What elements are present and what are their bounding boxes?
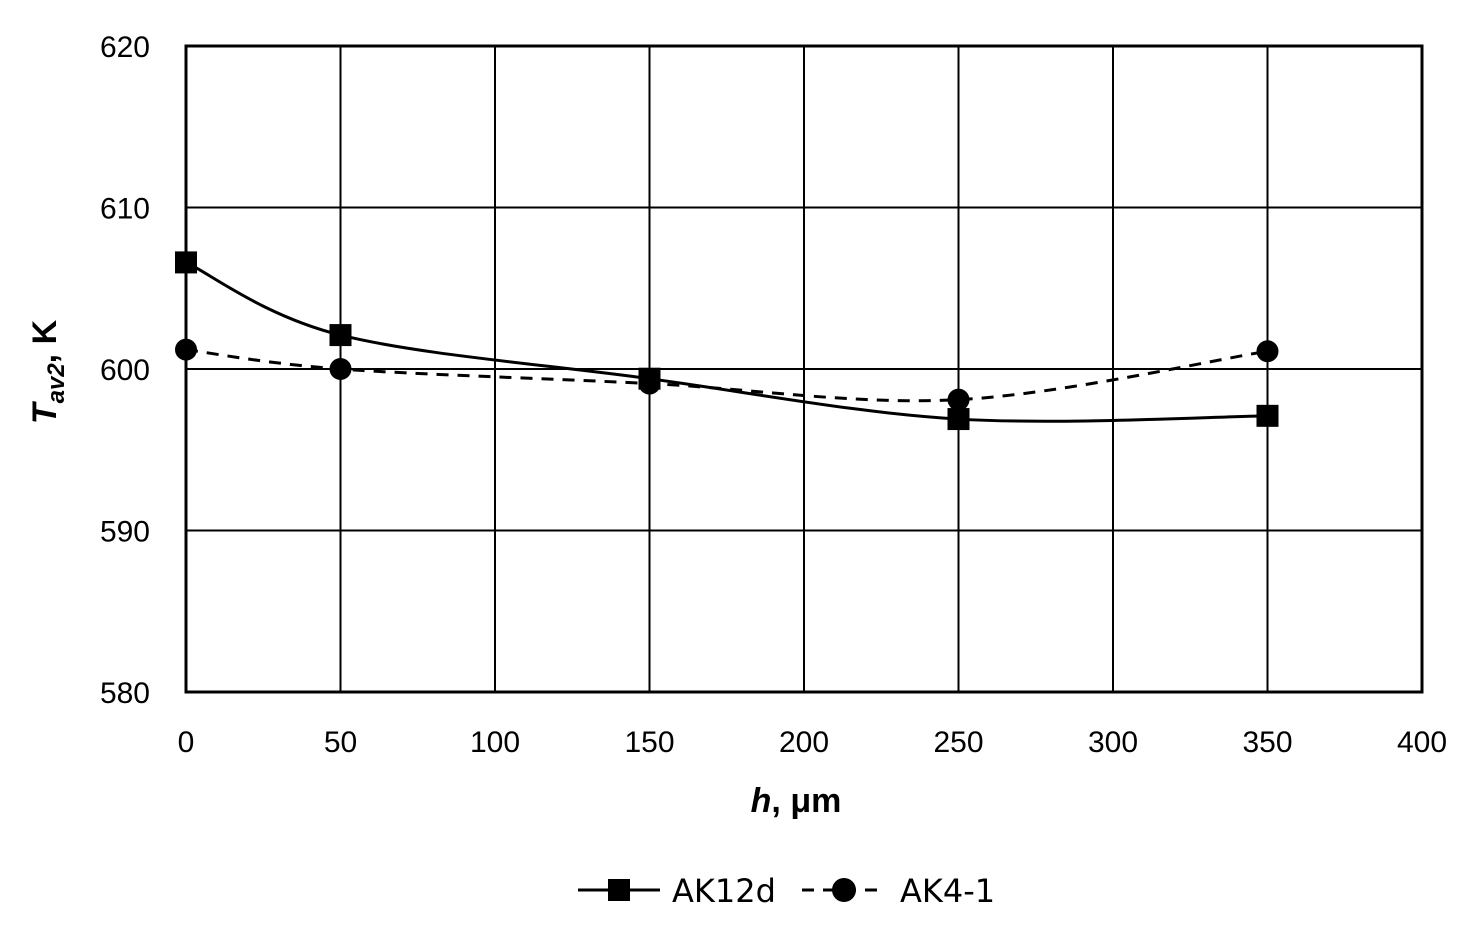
data-point-ak4-1-0: [175, 338, 197, 361]
data-point-ak4-1-350: [1256, 340, 1279, 363]
data-point-ak12d-350: [1256, 404, 1279, 427]
plot-area-border: [184, 44, 1424, 694]
x-tick-label-150: 150: [624, 726, 674, 759]
data-point-ak12d-50: [329, 324, 352, 347]
y-axis-title-variable: T: [26, 400, 64, 424]
legend-label-ak12d: AK12d: [672, 872, 776, 910]
series-markers: [175, 251, 1279, 431]
y-axis-title-unit: , K: [26, 319, 64, 363]
y-tick-label-620: 620: [100, 31, 150, 64]
x-axis-title: h, μm: [751, 782, 842, 820]
data-point-ak4-1-250: [947, 388, 970, 411]
legend-item-ak12d: AK12d: [578, 872, 776, 910]
x-tick-label-50: 50: [324, 726, 357, 759]
legend-marker-square: [608, 879, 630, 901]
series-lines: [185, 261, 1268, 423]
legend-marker-circle: [832, 878, 856, 902]
y-tick-label-600: 600: [100, 354, 150, 387]
y-axis-title-subscript: av2: [43, 363, 70, 404]
legend-label-ak4-1: AK4-1: [900, 872, 995, 910]
x-tick-label-100: 100: [470, 726, 520, 759]
data-point-ak12d-250: [947, 408, 970, 431]
x-tick-label-200: 200: [779, 726, 829, 759]
x-tick-label-400: 400: [1397, 726, 1447, 759]
data-point-ak4-1-150: [638, 372, 661, 395]
data-point-ak12d-0: [175, 251, 197, 274]
y-axis-title: Tav2, K: [26, 319, 70, 424]
data-point-ak4-1-50: [329, 358, 352, 380]
series-line-ak12d: [185, 261, 1268, 423]
x-axis-title-variable: h: [751, 782, 772, 820]
y-tick-label-580: 580: [100, 677, 150, 710]
tick-labels: 0 50 100 150 200 250 300 350 400 580 590 600 610 620: [100, 31, 1447, 759]
x-axis-title-unit: , μm: [771, 782, 841, 820]
y-tick-label-610: 610: [100, 193, 150, 226]
grid-lines: [184, 44, 1424, 694]
x-tick-label-300: 300: [1088, 726, 1138, 759]
x-tick-label-0: 0: [178, 726, 195, 759]
x-tick-label-250: 250: [933, 726, 983, 759]
legend-item-ak4-1: AK4-1: [802, 872, 995, 910]
series-line-ak4-1: [185, 348, 1268, 403]
x-tick-label-350: 350: [1242, 726, 1292, 759]
legend: AK12d AK4-1: [578, 872, 995, 910]
y-tick-label-590: 590: [100, 516, 150, 549]
